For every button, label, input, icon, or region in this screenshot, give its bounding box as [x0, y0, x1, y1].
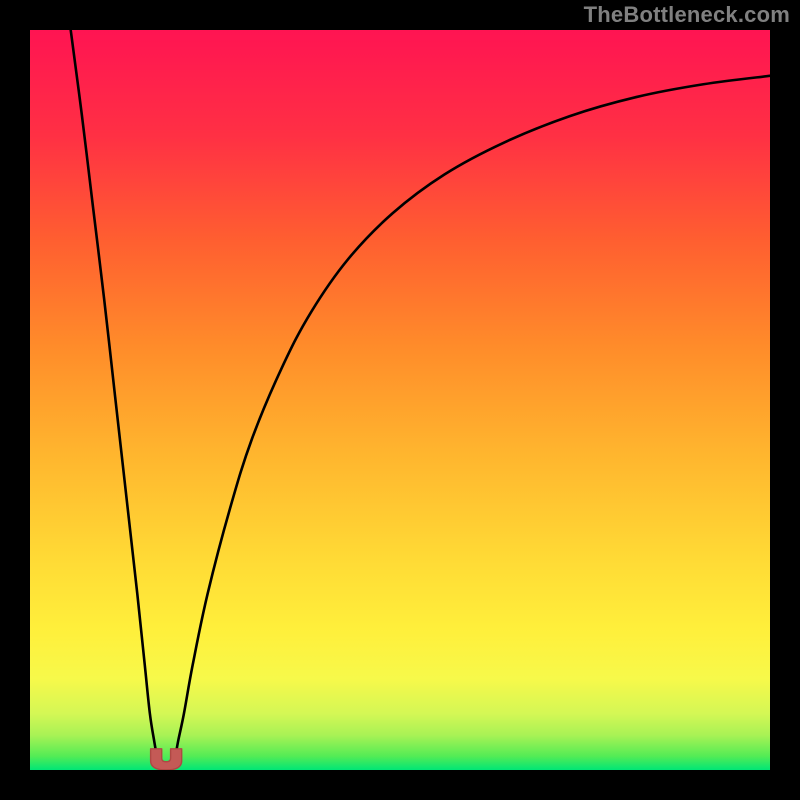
gradient-background [30, 30, 770, 770]
watermark-text: TheBottleneck.com [584, 2, 790, 28]
bottleneck-curve-chart [30, 30, 770, 770]
plot-frame [30, 30, 770, 770]
chart-container: TheBottleneck.com [0, 0, 800, 800]
